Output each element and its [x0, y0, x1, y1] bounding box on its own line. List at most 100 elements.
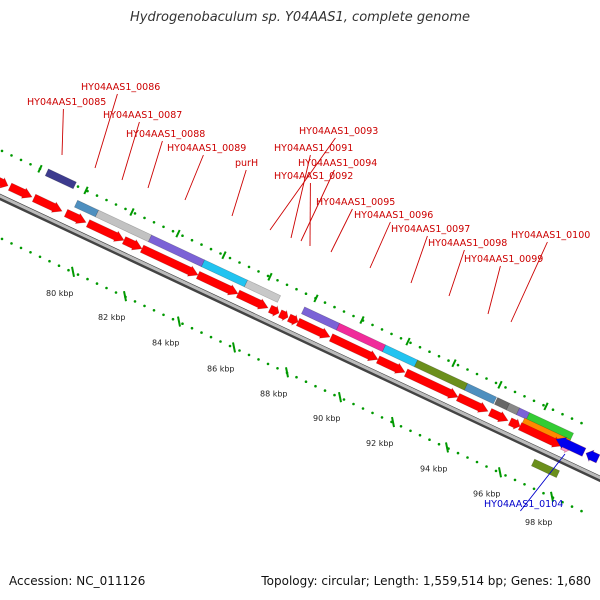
tick-dot	[143, 216, 146, 220]
scale-tick	[550, 491, 554, 502]
tick-dot	[304, 380, 308, 384]
cds-arrow-forward	[517, 422, 563, 448]
gene-label: HY04AAS1_0085	[27, 97, 106, 108]
tick-mark	[543, 402, 549, 411]
tick-mark	[175, 229, 181, 238]
tick-mark	[267, 272, 273, 281]
tick-dot	[105, 286, 108, 290]
cds-arrow-forward	[235, 289, 269, 310]
gene-label: HY04AAS1_0097	[391, 224, 470, 235]
tick-dot	[437, 442, 441, 446]
tick-dot	[418, 433, 422, 437]
tick-dot	[190, 238, 194, 242]
tick-dot	[0, 149, 4, 153]
tick-dot	[95, 194, 99, 197]
backbone-group	[0, 193, 600, 483]
cds-arrow-forward	[139, 244, 199, 277]
feature-block	[44, 168, 77, 190]
tick-dot	[114, 203, 118, 206]
tick-dot	[494, 381, 498, 385]
tick-dot	[409, 341, 412, 345]
tick-dot	[532, 487, 536, 491]
tick-dot	[523, 483, 526, 486]
tick-dot	[323, 301, 327, 304]
tick-dot	[19, 158, 23, 162]
tick-dot	[456, 451, 460, 455]
tick-dot	[399, 337, 403, 340]
gene-label: HY04AAS1_0091	[274, 143, 353, 154]
tick-mark	[405, 337, 411, 346]
tick-dot	[504, 474, 507, 477]
feature-block	[531, 458, 560, 478]
gene-label: purH	[235, 158, 258, 169]
tick-dot	[266, 362, 270, 366]
tick-dot	[428, 438, 431, 442]
tick-dot	[152, 309, 156, 312]
leader-line	[410, 235, 428, 284]
tick-dot	[57, 264, 61, 268]
tick-dot	[200, 243, 203, 246]
tick-dot	[580, 421, 583, 425]
tick-dot	[504, 386, 507, 389]
tick-dot	[10, 154, 13, 157]
leader-line	[330, 208, 353, 253]
genome-summary-text: Topology: circular; Length: 1,559,514 bp…	[261, 574, 591, 588]
gene-label: HY04AAS1_0093	[299, 126, 378, 137]
leader-line	[300, 169, 335, 242]
scale-tick	[232, 342, 236, 353]
feature-track-group	[44, 168, 574, 478]
leader-line	[94, 93, 118, 169]
gene-label: HY04AAS1_0088	[126, 129, 205, 140]
cds-arrow-forward	[85, 219, 125, 242]
scale-label: 84 kbp	[152, 339, 180, 348]
tick-mark	[451, 359, 457, 368]
cds-arrow-forward	[195, 271, 239, 296]
tick-dot	[466, 456, 469, 459]
tick-dot	[276, 367, 279, 370]
cds-arrow-forward	[121, 236, 143, 251]
tick-dot	[162, 313, 165, 317]
tick-dot	[380, 328, 384, 331]
tick-dot	[171, 317, 175, 321]
cds-arrow-reverse	[555, 437, 587, 457]
tick-dot	[76, 273, 80, 276]
tick-dot	[371, 323, 374, 327]
scale-label: 96 kbp	[473, 489, 501, 498]
leader-line	[290, 154, 311, 239]
leader-line	[448, 249, 465, 297]
tick-dot	[570, 505, 574, 508]
tick-mark	[497, 380, 503, 389]
tick-dot	[171, 229, 175, 233]
tick-dot	[409, 429, 412, 433]
gene-label: HY04AAS1_0095	[316, 197, 395, 208]
tick-dot	[352, 314, 355, 318]
tick-dot	[342, 310, 346, 313]
tick-dot	[380, 416, 384, 419]
tick-dot	[181, 322, 184, 326]
accession-text: Accession: NC_011126	[9, 574, 146, 588]
cds-arrow-forward	[328, 333, 379, 362]
tick-mark	[359, 315, 365, 325]
tick-dot	[266, 274, 270, 278]
scale-label: 92 kbp	[366, 439, 394, 448]
tick-dot	[95, 282, 99, 285]
tick-dot	[181, 234, 184, 237]
leader-line	[121, 121, 140, 181]
tick-dot	[399, 425, 403, 428]
tick-dot	[67, 268, 70, 272]
gene-label: HY04AAS1_0100	[511, 230, 590, 241]
scale-tick	[498, 467, 502, 478]
map-title: Hydrogenobaculum sp. Y04AAS1, complete g…	[129, 10, 471, 25]
tick-dot	[314, 384, 317, 388]
tick-dot	[295, 287, 298, 291]
tick-dot	[361, 407, 365, 410]
cds-arrow-forward	[507, 417, 521, 430]
tick-dot	[124, 207, 127, 211]
scale-tick	[71, 266, 75, 277]
leader-line	[231, 169, 247, 217]
gene-label: HY04AAS1_0096	[354, 210, 433, 221]
tick-dot	[238, 261, 241, 264]
backbone-line	[0, 194, 600, 480]
